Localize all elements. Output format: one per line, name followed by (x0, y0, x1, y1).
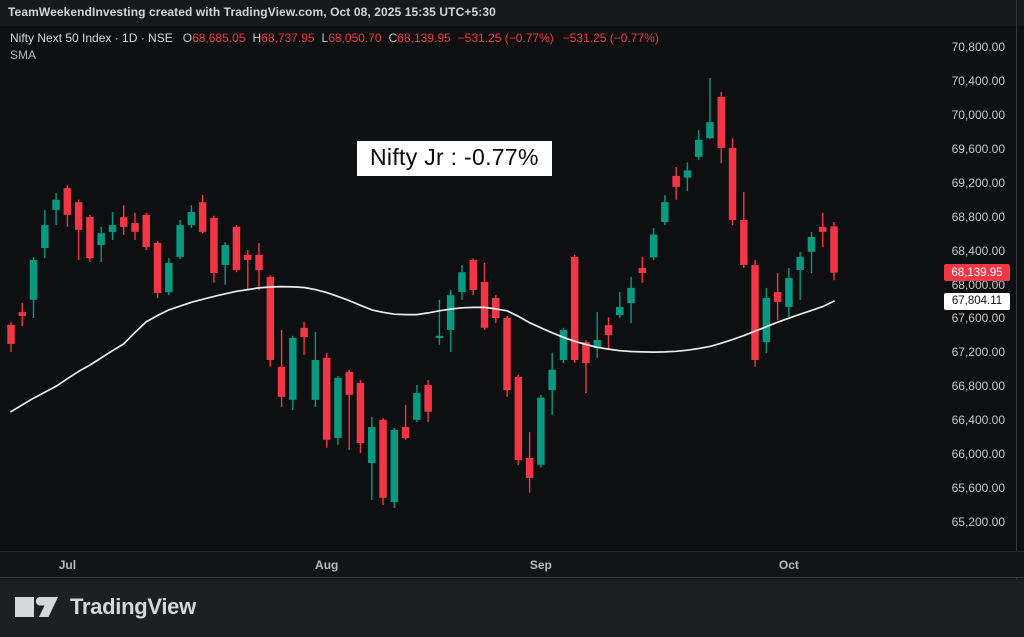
symbol-legend[interactable]: Nifty Next 50 Index · 1D · NSE O68,685.05… (10, 31, 668, 45)
price-tick: 68,400.00 (951, 243, 1005, 258)
candlestick-chart[interactable] (0, 0, 940, 551)
price-tick: 70,400.00 (951, 73, 1005, 88)
symbol-title: Nifty Next 50 Index · 1D · NSE (10, 31, 173, 45)
price-tick: 70,800.00 (951, 40, 1005, 54)
price-tick: 65,600.00 (951, 481, 1005, 496)
price-tick: 67,600.00 (951, 311, 1005, 326)
price-tick: 69,600.00 (951, 141, 1005, 156)
price-tick: 66,400.00 (951, 413, 1005, 428)
price-tick: 67,200.00 (951, 345, 1005, 360)
pane-right-border (1016, 0, 1017, 579)
footer-bar: TradingView (0, 579, 1024, 637)
price-tick: 65,200.00 (951, 515, 1005, 529)
month-label-oct: Oct (778, 558, 799, 572)
tradingview-logo-icon (15, 597, 58, 617)
price-tick: 70,000.00 (951, 107, 1005, 122)
price-tick: 69,200.00 (951, 175, 1005, 190)
change-value-2: −531.25 (−0.77%) (562, 31, 659, 45)
time-axis[interactable]: Jul Aug Sep Oct (0, 551, 1024, 578)
month-label-jul: Jul (58, 558, 77, 572)
price-tick: 66,000.00 (951, 447, 1005, 462)
nifty-jr-change-callout: Nifty Jr : -0.77% (357, 141, 552, 176)
attribution-text: TeamWeekendInvesting created with Tradin… (8, 5, 496, 19)
month-label-sep: Sep (529, 558, 552, 572)
tradingview-brand[interactable]: TradingView (13, 592, 196, 622)
chart-pane[interactable] (0, 0, 940, 551)
ohlc-open: O68,685.05 (182, 31, 246, 45)
ohlc-low: L68,050.70 (321, 31, 382, 45)
price-tick: 66,800.00 (951, 379, 1005, 394)
attribution-bar: TeamWeekendInvesting created with Tradin… (0, 0, 1024, 26)
ohlc-close: C68,139.95 (388, 31, 451, 45)
sma-value-badge: 67,804.11 (944, 292, 1010, 310)
price-tick: 68,800.00 (951, 209, 1005, 224)
month-label-aug: Aug (315, 558, 339, 572)
last-price-badge: 68,139.95 (944, 264, 1010, 282)
indicator-legend-sma[interactable]: SMA (10, 48, 37, 62)
tradingview-wordmark: TradingView (70, 594, 196, 619)
ohlc-high: H68,737.95 (252, 31, 315, 45)
price-axis[interactable]: 68,139.95 67,804.11 70,800.00 70,400.00 70… (940, 0, 1024, 551)
change-value: −531.25 (−0.77%) (457, 31, 554, 45)
